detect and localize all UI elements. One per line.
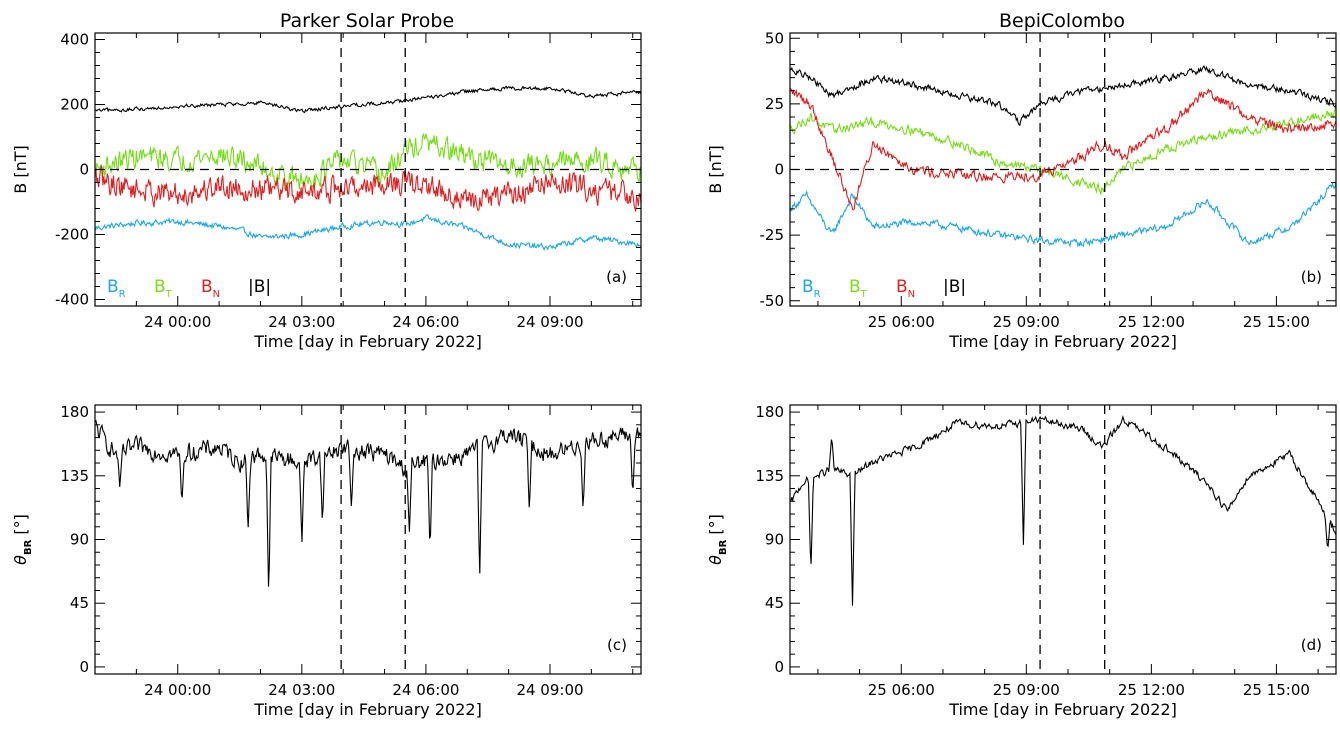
x-tick-label: 25 09:00 [993,313,1060,331]
y-tick-label: 135 [755,467,784,485]
x-tick-label: 24 03:00 [268,313,335,331]
series-line-thetabr [790,414,1336,606]
legend-entry: BN [201,277,220,300]
series-line-bn [95,164,641,212]
y-tick-label: 135 [60,467,89,485]
panel-a: -400 -200 0 200 400 24 00:00 24 03:00 24 06:00 2… [11,31,642,351]
series-line-br [790,180,1336,248]
y-tick-label: 200 [60,96,89,114]
x-tick-label: 25 06:00 [868,681,935,699]
legend-entry: BN [896,277,915,300]
x-tick-label: 25 15:00 [1243,681,1310,699]
x-tick-label: 25 15:00 [1243,313,1310,331]
x-tick-label: 25 09:00 [993,681,1060,699]
panel-b: -50 -25 0 25 50 25 06:00 25 09:00 25 12:00 25 15… [706,29,1337,351]
legend-entry: BR [107,277,126,300]
series-line-thetabr [95,419,641,587]
y-tick-label: 0 [774,658,784,676]
left-column-title: Parker Solar Probe [280,10,454,32]
y-tick-label: 0 [79,658,89,676]
x-tick-label: 24 06:00 [392,681,459,699]
panel-tag: (d) [1301,636,1322,654]
y-tick-label: 90 [765,531,784,549]
y-tick-label: -25 [760,226,785,244]
series-group [790,414,1336,606]
y-axis-label: θBR [°] [706,514,729,565]
panel-c: 0 45 90 135 180 24 00:00 24 03:00 24 06:00 24 09… [11,403,642,719]
legend-entry: |B| [943,277,966,297]
x-tick-label: 24 00:00 [144,681,211,699]
x-axis-label: Time [day in February 2022] [253,332,482,351]
y-tick-label: 180 [755,403,784,421]
x-tick-label: 24 00:00 [144,313,211,331]
y-tick-label: -200 [55,226,89,244]
x-axis-label: Time [day in February 2022] [948,700,1177,719]
plot-frame [789,404,1337,675]
legend-entry: BT [154,277,173,300]
y-tick-label: 45 [70,594,89,612]
x-tick-label: 24 09:00 [516,313,583,331]
x-tick-label: 24 09:00 [516,681,583,699]
series-group [790,65,1336,248]
panel-tag: (b) [1301,268,1322,286]
y-tick-label: -400 [55,291,89,309]
series-line-b [95,85,641,114]
series-line-br [95,214,641,252]
legend-entry: |B| [248,277,271,297]
series-line-bt [790,107,1336,195]
series-line-bn [790,87,1336,211]
x-axis-label: Time [day in February 2022] [948,332,1177,351]
x-tick-label: 25 12:00 [1118,313,1185,331]
panel-tag: (c) [607,636,627,654]
y-tick-label: 0 [79,161,89,179]
y-tick-label: 50 [765,29,784,47]
series-line-b [790,65,1336,127]
series-group [95,419,641,587]
y-axis-label: θBR [°] [11,514,34,565]
panel-d: 0 45 90 135 180 25 06:00 25 09:00 25 12:00 25 15… [706,403,1337,719]
y-tick-label: 0 [774,161,784,179]
y-tick-label: 90 [70,531,89,549]
y-tick-label: 180 [60,403,89,421]
legend: BR BT BN |B| [802,277,966,300]
y-tick-label: 400 [60,31,89,49]
y-axis-label: B [nT] [11,145,30,193]
y-axis-label: B [nT] [706,145,725,193]
x-axis-label: Time [day in February 2022] [253,700,482,719]
y-tick-label: 45 [765,594,784,612]
legend-entry: BR [802,277,821,300]
y-tick-label: -50 [760,292,785,310]
right-column-title: BepiColombo [999,10,1125,32]
x-tick-label: 25 06:00 [868,313,935,331]
x-tick-label: 24 03:00 [268,681,335,699]
panel-tag: (a) [606,268,627,286]
series-group [95,85,641,252]
legend: BR BT BN |B| [107,277,271,300]
y-tick-label: 25 [765,95,784,113]
x-tick-label: 25 12:00 [1118,681,1185,699]
legend-entry: BT [849,277,868,300]
x-tick-label: 24 06:00 [392,313,459,331]
